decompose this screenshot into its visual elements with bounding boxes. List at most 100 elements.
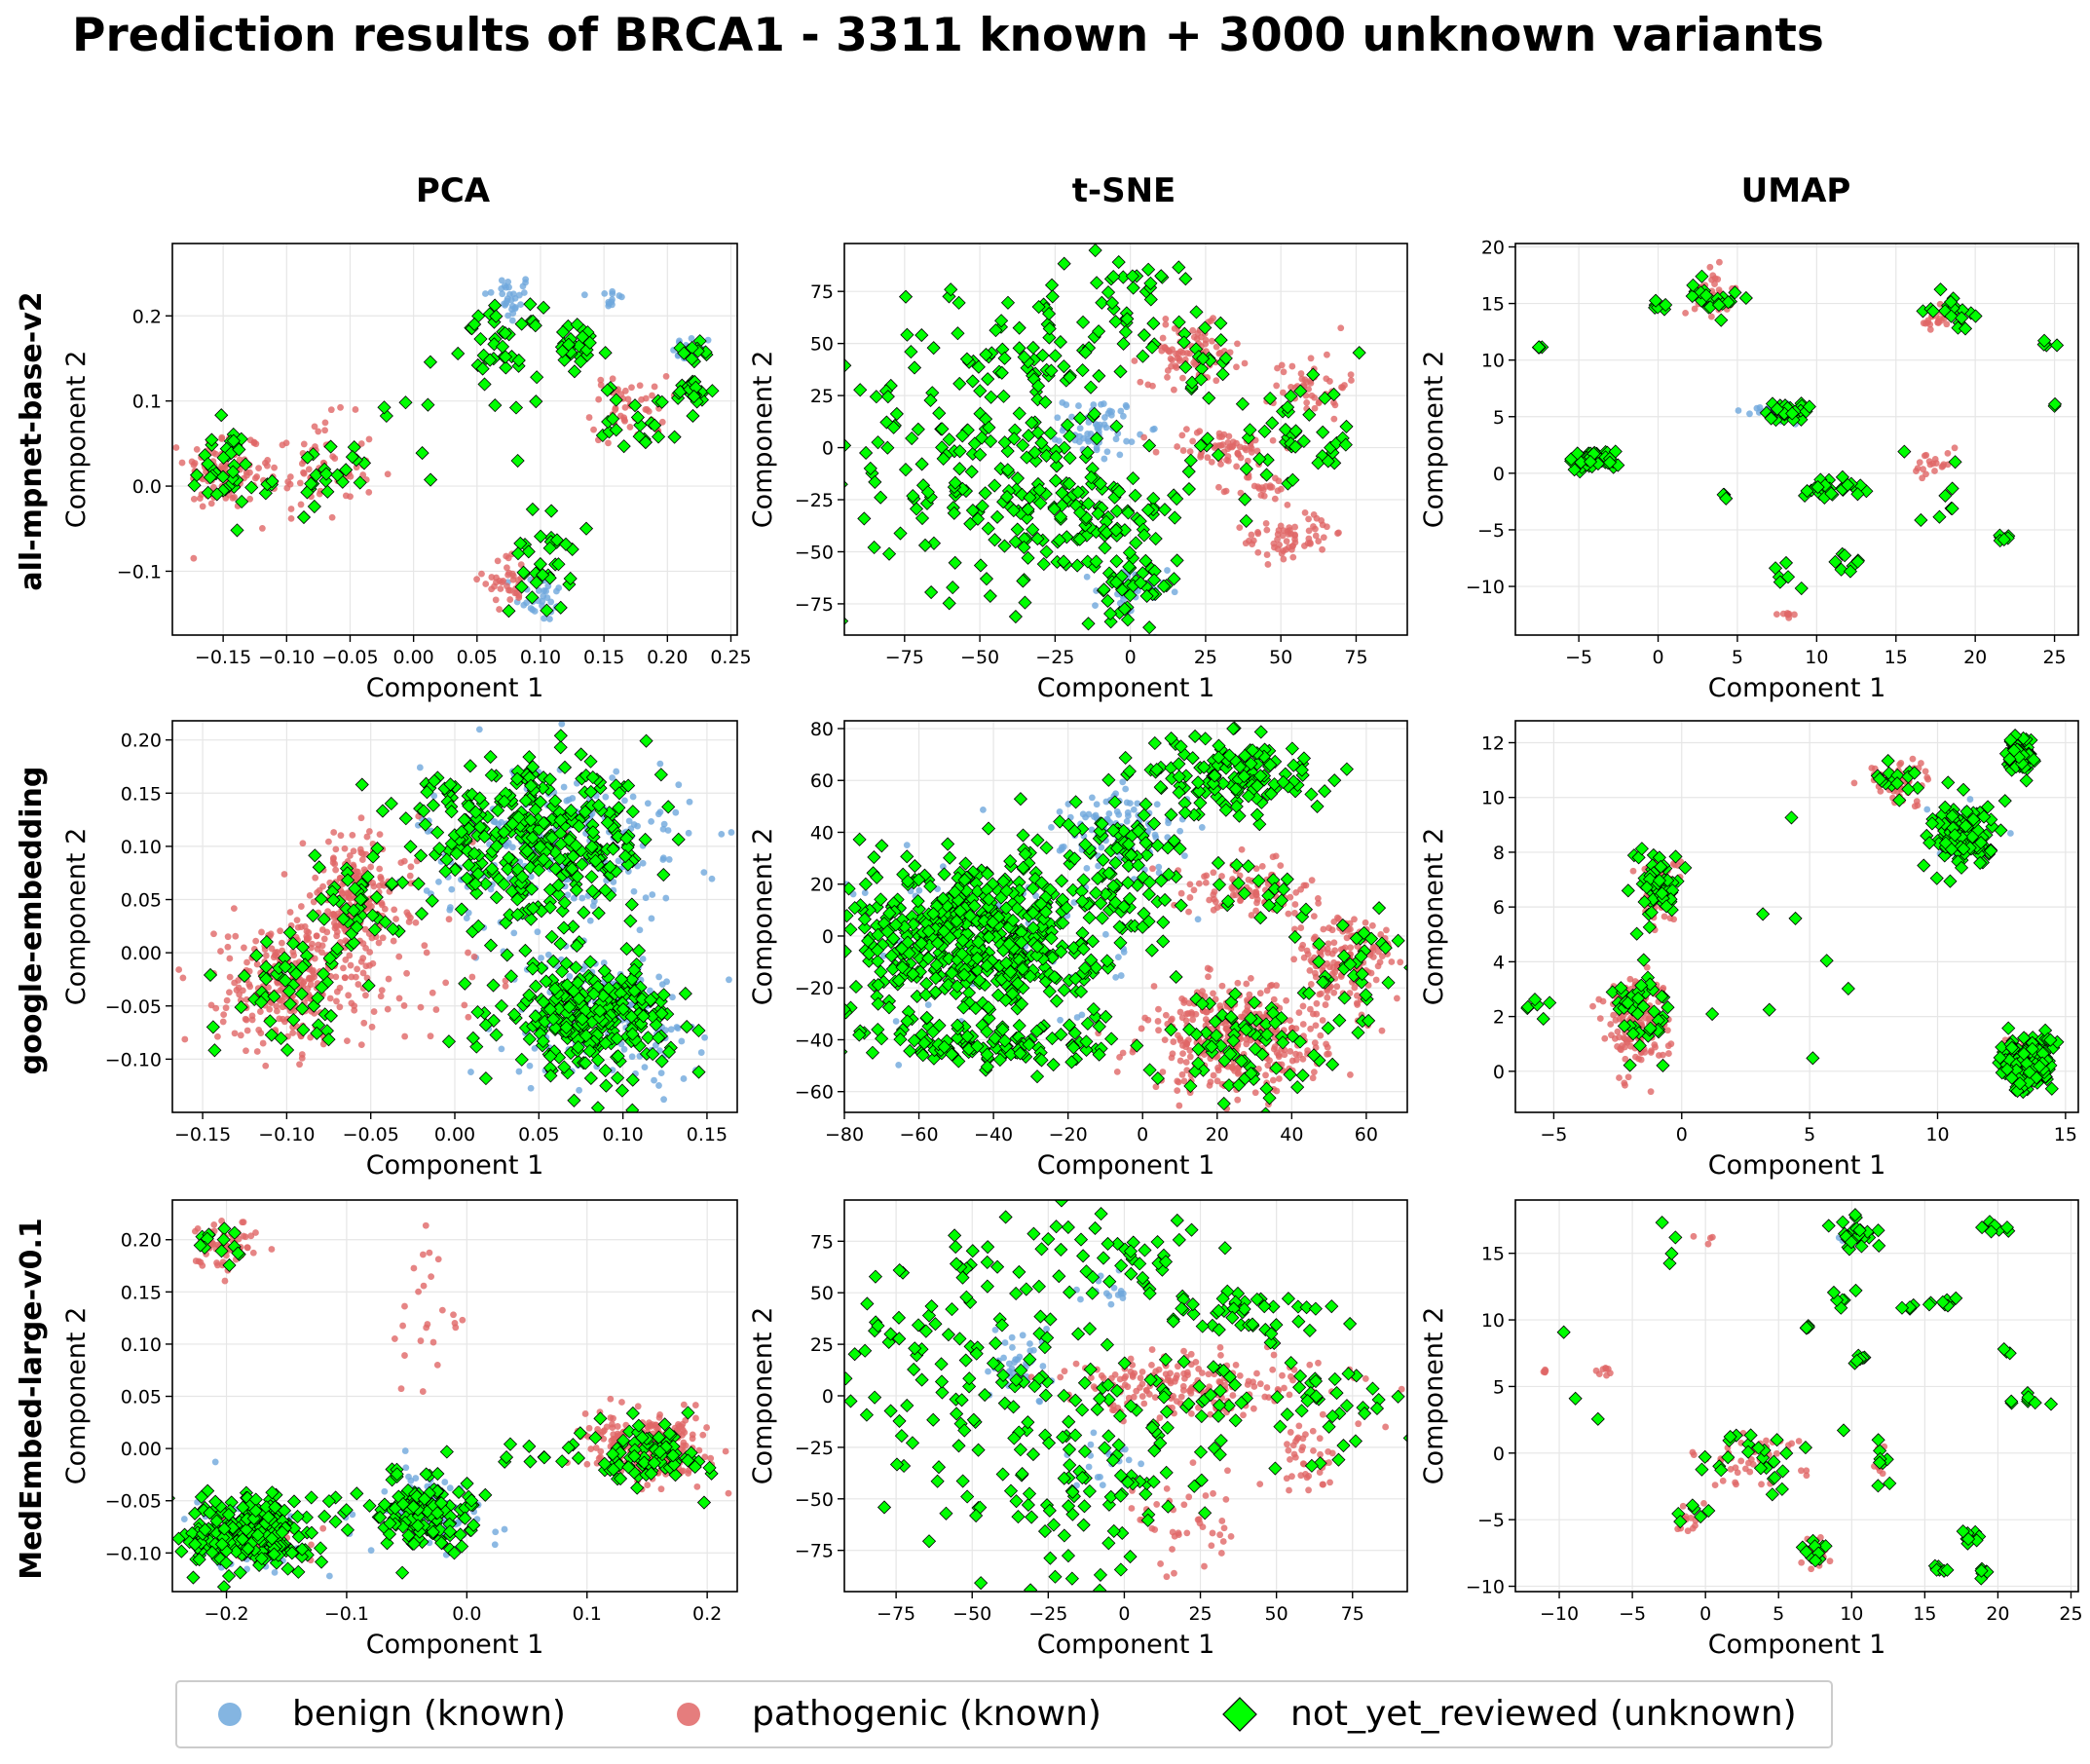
- benign-point: [517, 301, 525, 309]
- benign-point: [504, 839, 512, 846]
- pathogenic-point: [1167, 1017, 1175, 1024]
- x-tick-label: −0.05: [343, 1124, 399, 1145]
- unknown-point: [411, 877, 426, 891]
- pathogenic-point: [1218, 433, 1226, 440]
- benign-point: [546, 616, 553, 622]
- unknown-point: [908, 858, 922, 874]
- unknown-point: [606, 411, 620, 427]
- unknown-point: [567, 1093, 581, 1107]
- unknown-point: [1302, 407, 1317, 422]
- benign-point: [704, 336, 712, 344]
- unknown-point: [235, 494, 249, 509]
- benign-point: [569, 795, 577, 802]
- x-tick-label: −0.10: [258, 1124, 315, 1145]
- pathogenic-point: [209, 483, 217, 491]
- pathogenic-point: [248, 1016, 256, 1024]
- benign-point: [745, 794, 752, 801]
- benign-point: [1114, 954, 1122, 961]
- benign-point: [644, 800, 652, 807]
- pathogenic-point: [1232, 891, 1240, 899]
- pathogenic-point: [1291, 532, 1299, 540]
- pathogenic-point: [1277, 862, 1285, 870]
- benign-point: [620, 1045, 628, 1053]
- unknown-point: [638, 434, 653, 450]
- unknown-point: [1134, 576, 1148, 590]
- pathogenic-point: [231, 494, 239, 501]
- pathogenic-point: [308, 944, 315, 952]
- pathogenic-point: [235, 984, 243, 992]
- unknown-point: [398, 811, 413, 826]
- pathogenic-point: [368, 934, 376, 942]
- pathogenic-point: [502, 977, 509, 985]
- benign-point: [1194, 916, 1202, 923]
- unknown-point: [558, 537, 574, 551]
- pathogenic-point: [1226, 349, 1234, 357]
- unknown-point: [1243, 423, 1257, 437]
- pathogenic-point: [617, 391, 625, 398]
- unknown-point: [296, 1023, 311, 1037]
- unknown-point: [1008, 609, 1023, 624]
- pathogenic-point: [222, 495, 230, 502]
- unknown-point: [1955, 311, 1969, 325]
- benign-point: [656, 1047, 663, 1055]
- unknown-point: [237, 968, 251, 984]
- unknown-point: [1109, 554, 1124, 569]
- pathogenic-point: [1210, 906, 1217, 914]
- unknown-point: [467, 846, 482, 861]
- unknown-point: [1129, 536, 1143, 550]
- unknown-point: [1141, 262, 1156, 277]
- unknown-point: [942, 952, 956, 966]
- unknown-point: [844, 922, 858, 937]
- pathogenic-point: [1276, 1075, 1283, 1082]
- pathogenic-point: [1279, 389, 1287, 396]
- unknown-point: [1049, 459, 1064, 473]
- pathogenic-point: [1351, 984, 1359, 992]
- unknown-point: [574, 747, 588, 762]
- unknown-point: [426, 798, 441, 812]
- unknown-point: [982, 1011, 996, 1026]
- benign-point: [1130, 806, 1138, 813]
- unknown-point: [1215, 367, 1230, 382]
- unknown-point: [529, 575, 543, 590]
- benign-point: [1155, 863, 1163, 871]
- unknown-point: [857, 511, 872, 526]
- x-tick-label: 0: [1125, 647, 1137, 668]
- unknown-point: [546, 954, 561, 969]
- benign-point: [509, 290, 517, 298]
- benign-point: [498, 818, 505, 826]
- benign-point: [602, 793, 610, 801]
- benign-point: [527, 1084, 535, 1092]
- unknown-point: [525, 502, 540, 516]
- pathogenic-point: [658, 418, 666, 426]
- unknown-point: [1698, 288, 1714, 303]
- benign-point: [1093, 801, 1101, 808]
- pathogenic-point: [1207, 1078, 1214, 1086]
- pathogenic-point: [1168, 362, 1175, 370]
- benign-point: [1122, 785, 1130, 793]
- unknown-point: [881, 546, 897, 561]
- unknown-point: [542, 772, 557, 787]
- unknown-point: [585, 825, 601, 840]
- benign-point: [637, 976, 645, 984]
- benign-point: [1101, 455, 1108, 463]
- pathogenic-point: [1159, 1069, 1167, 1075]
- unknown-point: [1120, 312, 1135, 326]
- unknown-point: [539, 974, 553, 989]
- unknown-point: [522, 988, 537, 1002]
- pathogenic-point: [223, 996, 231, 1004]
- unknown-point: [996, 389, 1011, 403]
- pathogenic-point: [1292, 888, 1300, 896]
- pathogenic-point: [339, 890, 347, 897]
- unknown-point: [543, 1049, 558, 1064]
- benign-point: [660, 820, 668, 828]
- pathogenic-point: [1269, 436, 1277, 444]
- pathogenic-point: [287, 506, 295, 512]
- pathogenic-point: [253, 960, 261, 968]
- benign-point: [601, 289, 609, 297]
- benign-point: [628, 1053, 636, 1061]
- unknown-point: [1352, 346, 1366, 360]
- benign-point: [531, 1044, 539, 1052]
- unknown-point: [1103, 615, 1118, 629]
- unknown-point: [1695, 269, 1709, 283]
- pathogenic-point: [384, 1005, 392, 1013]
